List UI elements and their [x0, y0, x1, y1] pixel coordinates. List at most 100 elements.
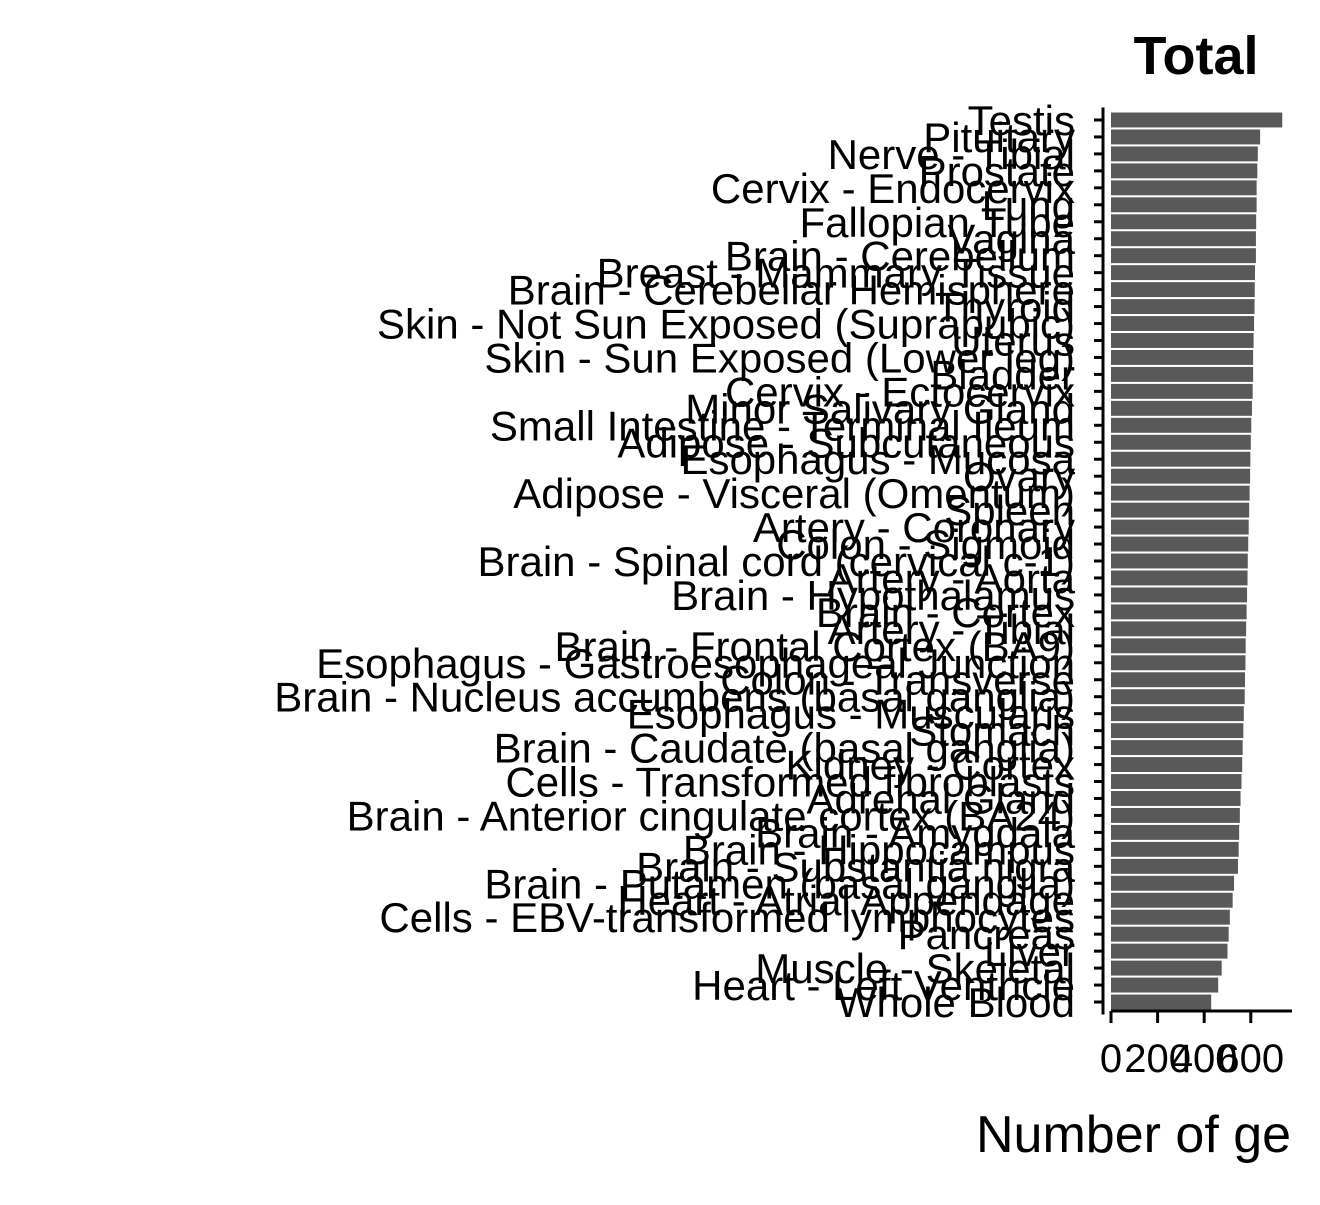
bar — [1111, 485, 1250, 501]
bar — [1111, 824, 1240, 840]
category-label: Breast - Mammary Tissue — [597, 250, 1075, 297]
bar — [1111, 621, 1247, 637]
category-label: Artery - Tibial — [828, 606, 1075, 653]
bar — [1111, 349, 1254, 365]
bar — [1111, 638, 1246, 654]
category-label: Spleen — [944, 487, 1075, 534]
bar — [1111, 943, 1228, 959]
category-label: Cells - EBV-transformed lymphocytes — [379, 894, 1075, 941]
bar — [1111, 383, 1253, 399]
category-label: Adrenal Gland — [806, 775, 1075, 822]
bar — [1111, 129, 1261, 145]
category-label: Brain - Hypothalamus — [671, 572, 1075, 619]
category-label: Muscle - Skeletal — [755, 945, 1075, 992]
category-label: Nerve - Tibial — [828, 131, 1075, 178]
category-label: Stomach — [909, 708, 1075, 755]
bar — [1111, 333, 1254, 348]
bar — [1111, 536, 1249, 552]
category-label: Brain - Cerebellum — [725, 233, 1075, 280]
chart-title: Total — [1134, 26, 1259, 86]
x-tick-label: 0 — [1100, 1037, 1122, 1081]
category-label: Bladder — [930, 351, 1075, 398]
bar — [1111, 740, 1243, 756]
y-axis — [1094, 107, 1105, 1015]
bar — [1111, 994, 1212, 1010]
bar — [1111, 180, 1257, 196]
bar — [1111, 655, 1246, 671]
bar — [1111, 909, 1230, 925]
category-label: Testis — [968, 97, 1075, 144]
bar — [1111, 875, 1235, 891]
category-label: Liver — [984, 928, 1075, 975]
category-label: Thyroid — [935, 284, 1075, 331]
category-label: Heart - Atrial Appendage — [617, 877, 1075, 924]
bar — [1111, 604, 1247, 620]
category-label: Heart - Left Ventricle — [692, 962, 1075, 1009]
category-label: Minor Salivary Gland — [685, 385, 1075, 432]
x-tick-label: 600 — [1217, 1037, 1284, 1081]
category-label: Artery - Aorta — [828, 555, 1076, 602]
bar — [1111, 231, 1256, 247]
bar — [1111, 926, 1229, 942]
bar — [1111, 146, 1258, 162]
category-label: Brain - Caudate (basal ganglia) — [494, 725, 1075, 772]
category-label: Adipose - Visceral (Omentum) — [513, 470, 1075, 517]
bar — [1111, 417, 1252, 433]
category-label: Esophagus - Muscularis — [627, 691, 1075, 738]
bar — [1111, 112, 1283, 128]
bar — [1111, 502, 1250, 518]
bar — [1111, 214, 1257, 230]
x-tick-label: 200 — [1124, 1037, 1191, 1081]
category-label: Kidney - Cortex — [786, 742, 1075, 789]
category-label: Skin - Not Sun Exposed (Suprapubic) — [377, 301, 1075, 348]
bar — [1111, 706, 1244, 722]
category-label: Cervix - Ectocervix — [725, 368, 1075, 415]
bar — [1111, 451, 1251, 467]
category-label: Colon - Sigmoid — [776, 521, 1075, 568]
category-label: Skin - Sun Exposed (Lower leg) — [484, 334, 1075, 381]
bar — [1111, 197, 1257, 213]
bar — [1111, 265, 1255, 281]
category-label: Brain - Amygdala — [755, 809, 1075, 856]
category-label: Whole Blood — [837, 979, 1075, 1026]
category-label: Artery - Coronary — [753, 504, 1075, 551]
bar — [1111, 858, 1238, 874]
category-label: Brain - Nucleus accumbens (basal ganglia… — [274, 674, 1075, 721]
bars-group — [1111, 112, 1283, 1010]
bar — [1111, 689, 1245, 705]
category-label: Adipose - Subcutaneous — [617, 419, 1075, 466]
category-label: Vagina — [947, 216, 1075, 263]
category-label: Brain - Putamen (basal ganglia) — [484, 860, 1075, 907]
category-label: Brain - Anterior cingulate cortex (BA24) — [347, 792, 1075, 839]
category-label: Lung — [982, 182, 1075, 229]
category-label: Pituitary — [923, 114, 1075, 161]
bar — [1111, 977, 1219, 993]
category-label: Cervix - Endocervix — [711, 165, 1075, 212]
bar — [1111, 807, 1240, 823]
category-label: Cells - Transformed fibroblasts — [505, 759, 1075, 806]
category-label: Uterus — [951, 317, 1075, 364]
bar — [1111, 366, 1254, 382]
bar — [1111, 163, 1258, 179]
category-label: Colon - Transverse — [720, 657, 1075, 704]
category-label: Brain - Cerebellar Hemisphere — [508, 267, 1075, 314]
category-label: Brain - Hippocampus — [683, 826, 1075, 873]
x-tick-label: 400 — [1171, 1037, 1238, 1081]
category-label: Brain - Frontal Cortex (BA9) — [555, 623, 1076, 670]
bar — [1111, 299, 1255, 315]
bar — [1111, 570, 1248, 586]
bar — [1111, 757, 1243, 773]
category-label: Small Intestine - Terminal Ileum — [490, 402, 1075, 449]
category-label: Brain - Cortex — [816, 589, 1075, 636]
bar — [1111, 841, 1239, 857]
category-label: Prostate — [919, 148, 1075, 195]
bar — [1111, 468, 1251, 484]
bar — [1111, 791, 1241, 806]
bar — [1111, 774, 1242, 789]
bar — [1111, 248, 1256, 264]
category-label: Esophagus - Mucosa — [680, 436, 1075, 483]
